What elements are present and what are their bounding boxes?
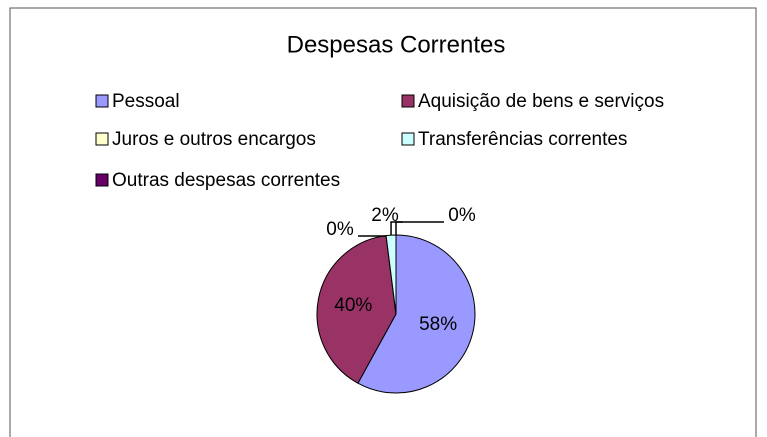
data-label: 2% (371, 205, 399, 226)
pie-slice (357, 234, 476, 394)
legend-swatch (401, 132, 415, 146)
chart-title: Despesas Correntes (287, 31, 506, 58)
legend-label: Pessoal (112, 91, 180, 112)
legend-swatch (95, 94, 109, 108)
data-label: 40% (334, 295, 372, 316)
legend-label: Outras despesas correntes (112, 170, 340, 191)
data-label: 0% (326, 219, 354, 240)
data-label: 0% (448, 205, 476, 226)
legend-label: Aquisição de bens e serviços (418, 91, 664, 112)
legend-label: Juros e outros encargos (112, 129, 316, 150)
legend-swatch (95, 132, 109, 146)
data-label: 58% (419, 314, 457, 335)
leader-line (395, 221, 444, 235)
pie-slice (316, 235, 397, 384)
legend-swatch (401, 94, 415, 108)
legend-label: Transferências correntes (418, 129, 627, 150)
legend-swatch (95, 173, 109, 187)
